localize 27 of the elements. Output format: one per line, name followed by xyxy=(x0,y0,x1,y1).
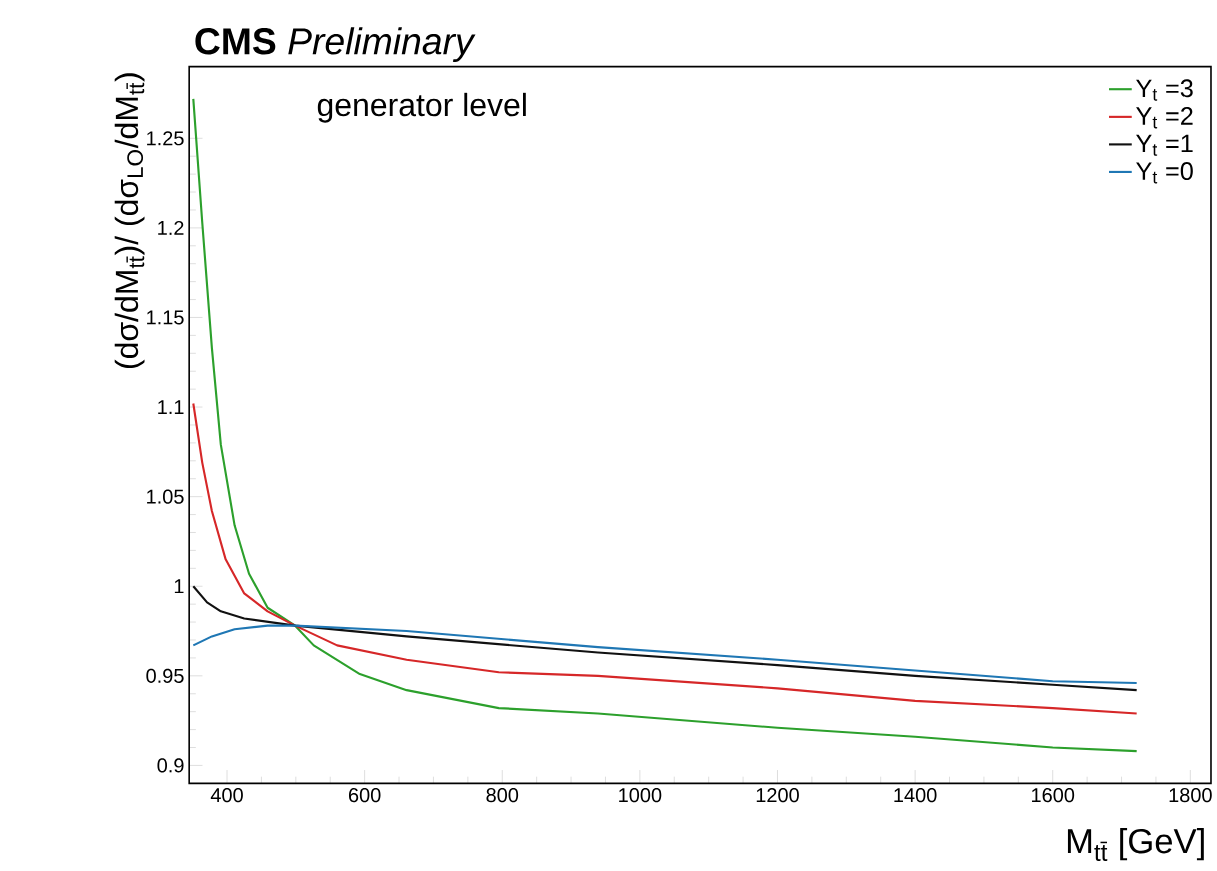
legend-label: Y$_{t}$ =3 xyxy=(1136,79,1193,101)
y-tick-label: 1.05 xyxy=(147,489,184,504)
legend-label: Y$_{t}$ =1 xyxy=(1136,134,1193,156)
y-tick-label: 1.15 xyxy=(147,310,184,325)
y-tick-label: 1.2 xyxy=(158,220,184,235)
legend-label: Y$_{t}$ =0 xyxy=(1136,161,1193,184)
annotation: generator level xyxy=(317,92,526,123)
x-tick-label: 800 xyxy=(486,787,519,803)
y-tick-label: 1 xyxy=(174,579,184,593)
legend-label: Y$_{t}$ =2 xyxy=(1136,106,1193,129)
x-tick-label: 1200 xyxy=(756,787,799,803)
chart-title: CMS Preliminary xyxy=(195,27,476,62)
x-tick-label: 1600 xyxy=(1032,787,1075,803)
x-tick-label: 1000 xyxy=(619,787,662,803)
line-series xyxy=(192,402,1138,715)
x-tick-label: 600 xyxy=(348,787,381,803)
y-tick-label: 0.95 xyxy=(146,668,184,683)
x-axis-title: M$_{tt̄}$ [GeV] xyxy=(1067,827,1204,861)
y-axis-title: (dσ/dM$_{tt̄}$)/ (dσ$_{LO}$/dM$_{tt̄}$) xyxy=(114,73,145,368)
x-tick-label: 1400 xyxy=(894,787,937,803)
y-tick-label: 0.9 xyxy=(157,758,184,773)
x-tick-label: 1800 xyxy=(1169,787,1212,803)
line-series xyxy=(192,624,1138,684)
y-tick-label: 1.1 xyxy=(158,400,184,414)
y-tick-label: 1.25 xyxy=(147,131,184,146)
x-tick-label: 400 xyxy=(210,787,243,803)
line-series xyxy=(192,585,1138,692)
